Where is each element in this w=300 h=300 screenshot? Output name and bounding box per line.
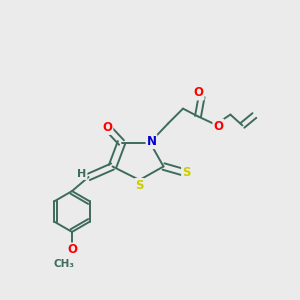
Text: O: O bbox=[67, 243, 77, 256]
Text: CH₃: CH₃ bbox=[54, 259, 75, 269]
Text: O: O bbox=[194, 86, 204, 100]
Text: S: S bbox=[135, 179, 144, 192]
Text: O: O bbox=[213, 119, 224, 133]
Text: N: N bbox=[146, 135, 157, 148]
Text: H: H bbox=[77, 169, 86, 179]
Text: S: S bbox=[182, 166, 190, 179]
Text: O: O bbox=[102, 121, 112, 134]
